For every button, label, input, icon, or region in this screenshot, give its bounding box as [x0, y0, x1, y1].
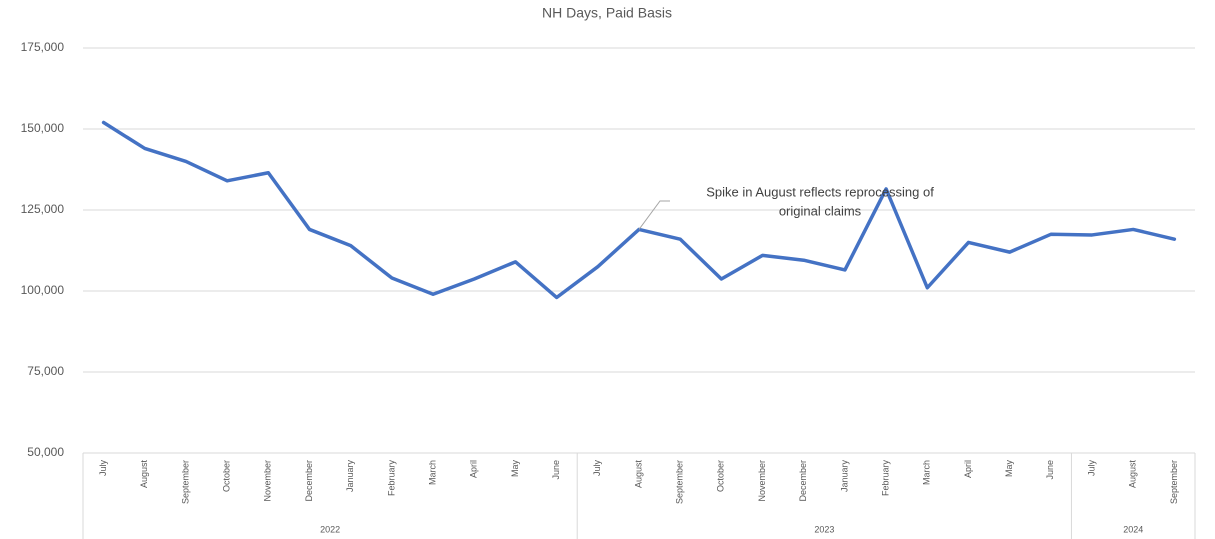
annotation: Spike in August reflects reprocessing of — [706, 184, 934, 199]
y-tick-label: 150,000 — [21, 121, 65, 135]
group-label: 2022 — [320, 524, 340, 534]
annotation-leader — [638, 200, 670, 230]
x-tick-label: August — [139, 460, 149, 489]
x-tick-label: March — [427, 460, 437, 485]
y-tick-label: 100,000 — [21, 283, 65, 297]
x-tick-label: February — [880, 460, 890, 497]
x-tick-label: December — [798, 460, 808, 502]
x-tick-label: October — [222, 460, 232, 492]
y-tick-label: 75,000 — [27, 364, 64, 378]
annotation: original claims — [779, 203, 862, 218]
x-tick-label: May — [510, 460, 520, 478]
x-tick-label: July — [98, 460, 108, 477]
x-tick-label: September — [1169, 460, 1179, 504]
x-tick-label: July — [1086, 460, 1096, 477]
x-tick-label: March — [922, 460, 932, 485]
x-tick-label: July — [592, 460, 602, 477]
x-tick-label: August — [633, 460, 643, 489]
x-tick-label: January — [345, 460, 355, 493]
y-tick-label: 50,000 — [27, 445, 64, 459]
x-tick-label: November — [757, 460, 767, 502]
x-tick-label: December — [304, 460, 314, 502]
x-tick-label: August — [1128, 460, 1138, 489]
group-label: 2023 — [814, 524, 834, 534]
y-tick-label: 175,000 — [21, 40, 65, 54]
x-tick-label: October — [716, 460, 726, 492]
x-tick-label: June — [551, 460, 561, 480]
x-tick-label: April — [963, 460, 973, 478]
x-tick-label: June — [1045, 460, 1055, 480]
group-label: 2024 — [1123, 524, 1143, 534]
x-tick-label: September — [675, 460, 685, 504]
x-tick-label: February — [386, 460, 396, 497]
x-tick-label: May — [1004, 460, 1014, 478]
x-tick-label: April — [469, 460, 479, 478]
x-tick-label: September — [180, 460, 190, 504]
y-tick-label: 125,000 — [21, 202, 65, 216]
x-tick-label: November — [263, 460, 273, 502]
chart-title: NH Days, Paid Basis — [542, 5, 672, 21]
x-tick-label: January — [839, 460, 849, 493]
